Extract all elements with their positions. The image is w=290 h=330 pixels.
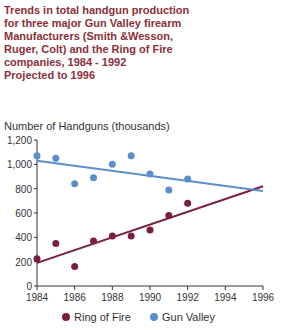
x-tick-label: 1996 bbox=[252, 292, 275, 303]
x-tick-label: 1984 bbox=[26, 292, 49, 303]
y-tick-label: 600 bbox=[15, 208, 32, 219]
y-tick-label: 1,200 bbox=[7, 135, 32, 146]
point bbox=[71, 180, 78, 187]
x-tick-label: 1992 bbox=[177, 292, 200, 303]
x-tick bbox=[263, 286, 264, 290]
x-tick bbox=[225, 286, 226, 290]
point bbox=[147, 171, 154, 178]
x-tick bbox=[187, 286, 188, 290]
point bbox=[52, 240, 59, 247]
point bbox=[128, 152, 135, 159]
point bbox=[165, 212, 172, 219]
point bbox=[71, 263, 78, 270]
x-tick-label: 1990 bbox=[139, 292, 162, 303]
title-line: companies, 1984 - 1992 bbox=[4, 56, 126, 68]
y-tick-label: 800 bbox=[15, 184, 32, 195]
x-tick bbox=[150, 286, 151, 290]
title-line: Trends in total handgun production bbox=[4, 4, 189, 16]
legend-label: Ring of Fire bbox=[74, 311, 131, 323]
y-tick bbox=[34, 164, 37, 165]
point bbox=[184, 175, 191, 182]
title: Trends in total handgun productionfor th… bbox=[4, 4, 189, 81]
point bbox=[34, 152, 41, 159]
point bbox=[109, 233, 116, 240]
trend-line bbox=[37, 186, 263, 263]
y-tick bbox=[34, 188, 37, 189]
point bbox=[147, 227, 154, 234]
title-line: Ruger, Colt) and the Ring of Fire bbox=[4, 43, 173, 55]
y-tick-label: 0 bbox=[26, 281, 32, 292]
y-tick-label: 1,000 bbox=[7, 159, 32, 170]
point bbox=[128, 233, 135, 240]
x-tick bbox=[74, 286, 75, 290]
y-tick bbox=[34, 140, 37, 141]
x-tick-label: 1988 bbox=[101, 292, 124, 303]
point bbox=[90, 174, 97, 181]
point bbox=[52, 155, 59, 162]
legend-marker bbox=[150, 313, 158, 321]
legend-label: Gun Valley bbox=[162, 311, 215, 323]
point bbox=[165, 186, 172, 193]
title-line: Manufacturers (Smith &Wesson, bbox=[4, 30, 173, 42]
point bbox=[34, 255, 41, 262]
trend-line bbox=[37, 161, 263, 191]
title-line: for three major Gun Valley firearm bbox=[4, 17, 182, 29]
x-tick bbox=[112, 286, 113, 290]
point bbox=[90, 237, 97, 244]
legend-marker bbox=[62, 313, 70, 321]
y-tick bbox=[34, 213, 37, 214]
y-axis-label: Number of Handguns (thousands) bbox=[4, 120, 170, 132]
title-line: Projected to 1996 bbox=[4, 69, 95, 81]
y-tick-label: 200 bbox=[15, 257, 32, 268]
point bbox=[109, 161, 116, 168]
x-tick bbox=[37, 286, 38, 290]
y-tick-label: 400 bbox=[15, 232, 32, 243]
y-tick bbox=[34, 237, 37, 238]
chart: Trends in total handgun productionfor th… bbox=[0, 0, 290, 330]
point bbox=[184, 200, 191, 207]
x-tick-label: 1994 bbox=[214, 292, 237, 303]
x-tick-label: 1986 bbox=[64, 292, 87, 303]
plot-marks bbox=[34, 152, 264, 270]
